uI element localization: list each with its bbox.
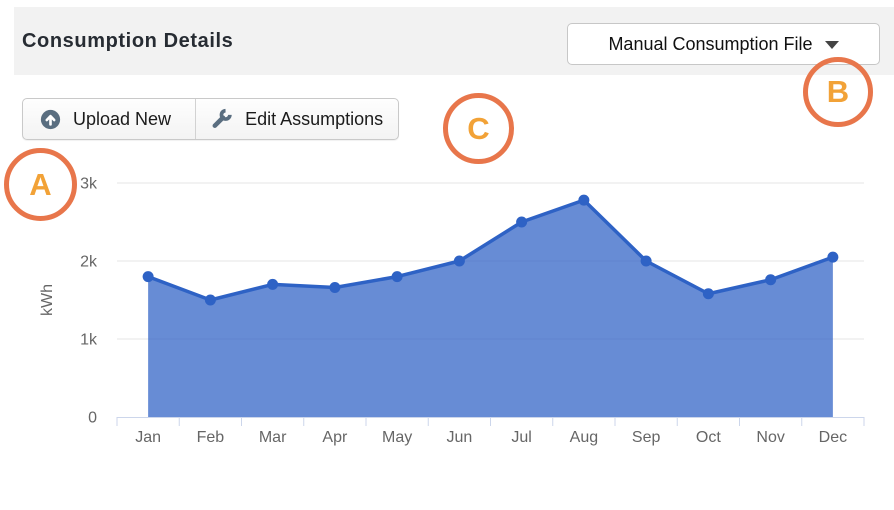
x-axis-category-label: Jul xyxy=(511,429,531,446)
annotation-letter-c: C xyxy=(467,110,490,146)
data-point-mar[interactable] xyxy=(267,278,279,290)
edit-assumptions-label: Edit Assumptions xyxy=(245,108,384,129)
data-point-oct[interactable] xyxy=(702,288,714,300)
y-axis-tick-label: 2k xyxy=(80,254,98,271)
x-axis-category-label: Aug xyxy=(570,429,598,446)
edit-assumptions-button[interactable]: Edit Assumptions xyxy=(195,99,398,139)
annotation-letter-b: B xyxy=(826,74,850,109)
x-axis-category-label: Apr xyxy=(322,429,348,446)
x-axis-category-label: Sep xyxy=(632,429,661,446)
x-axis-category-label: Jan xyxy=(135,429,161,446)
data-point-feb[interactable] xyxy=(204,294,216,306)
y-axis-tick-label: 3k xyxy=(80,176,98,193)
y-axis-tick-label: 1k xyxy=(80,332,98,349)
data-point-aug[interactable] xyxy=(578,194,590,206)
x-axis-category-label: Jun xyxy=(446,429,472,446)
data-point-apr[interactable] xyxy=(329,282,341,294)
upload-new-label: Upload New xyxy=(73,108,172,129)
x-axis-category-label: Dec xyxy=(819,429,847,446)
x-axis-category-label: Oct xyxy=(696,429,721,446)
page-title: Consumption Details xyxy=(22,29,234,52)
x-axis-category-label: Nov xyxy=(756,429,784,446)
annotation-circle-c: C xyxy=(443,93,514,164)
toolbar-button-group: Upload New Edit Assumptions xyxy=(22,98,400,140)
data-point-jun[interactable] xyxy=(453,255,465,267)
series-line xyxy=(146,198,835,302)
data-point-dec[interactable] xyxy=(827,251,839,263)
upload-new-button[interactable]: Upload New xyxy=(23,99,195,139)
data-point-may[interactable] xyxy=(391,271,403,283)
data-point-nov[interactable] xyxy=(765,274,777,286)
x-axis-category-label: Feb xyxy=(197,429,225,446)
x-axis-category-label: May xyxy=(382,429,412,446)
wrench-icon xyxy=(211,108,233,130)
annotation-circle-a: A xyxy=(4,148,77,221)
caret-down-icon xyxy=(824,41,839,49)
annotation-letter-a: A xyxy=(29,166,52,202)
data-point-sep[interactable] xyxy=(640,255,652,267)
dropdown-selected-value: Manual Consumption File xyxy=(608,33,813,54)
y-axis-title: kWh xyxy=(39,284,56,316)
area-series-fill xyxy=(148,200,833,417)
y-axis-tick-label: 0 xyxy=(88,410,97,427)
annotation-circle-b: B xyxy=(803,57,873,127)
data-point-jul[interactable] xyxy=(516,216,528,228)
x-axis-category-label: Mar xyxy=(259,429,287,446)
data-point-jan[interactable] xyxy=(142,271,154,283)
upload-icon xyxy=(40,109,61,130)
